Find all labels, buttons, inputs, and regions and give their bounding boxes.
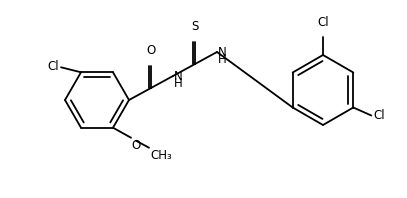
Text: Cl: Cl [317, 16, 329, 29]
Text: CH₃: CH₃ [150, 149, 172, 162]
Text: O: O [147, 44, 155, 57]
Text: Cl: Cl [373, 109, 385, 122]
Text: O: O [131, 139, 140, 152]
Text: S: S [191, 20, 199, 33]
Text: H: H [174, 76, 183, 89]
Text: H: H [218, 52, 227, 66]
Text: N: N [218, 46, 227, 58]
Text: Cl: Cl [47, 60, 59, 73]
Text: N: N [174, 69, 183, 83]
